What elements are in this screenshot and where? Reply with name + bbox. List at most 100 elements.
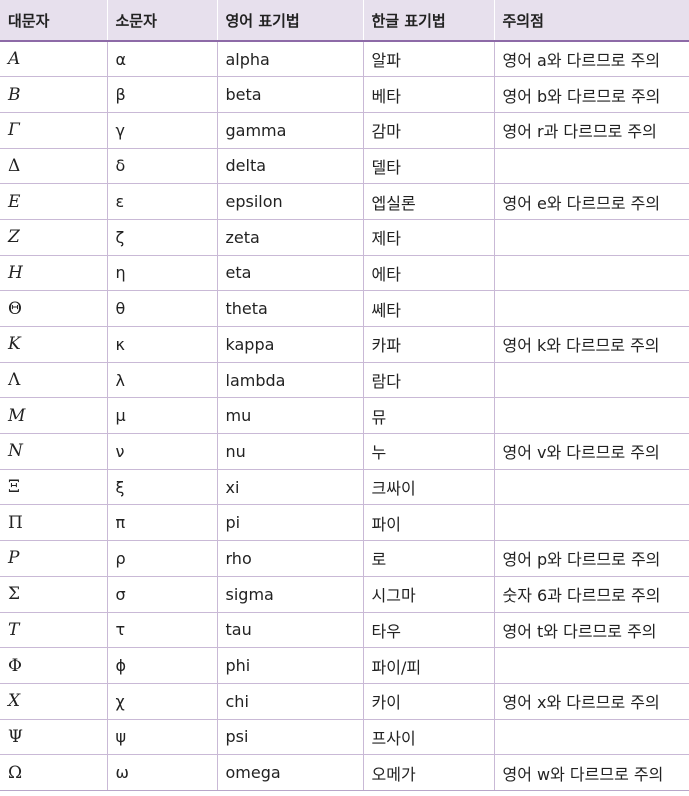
header-row: 대문자 소문자 영어 표기법 한글 표기법 주의점 [0,0,689,42]
note-cell: 영어 a와 다르므로 주의 [493,41,689,78]
korean-cell: 프사이 [362,719,494,756]
lowercase-cell: τ [106,612,217,649]
note-cell: 영어 t와 다르므로 주의 [493,612,689,649]
table-row: Ξ ξ xi 크싸이 [0,469,689,506]
english-cell: eta [216,255,363,292]
english-cell: xi [216,469,363,506]
table-row: Λ λ lambda 람다 [0,362,689,399]
lowercase-cell: ν [106,433,217,470]
uppercase-cell: N [0,433,107,470]
korean-cell: 델타 [362,148,494,185]
lowercase-cell: κ [106,326,217,363]
korean-cell: 에타 [362,255,494,292]
uppercase-cell: Λ [0,362,107,399]
table-row: N ν nu 누 영어 v와 다르므로 주의 [0,433,689,470]
table-row: Θ θ theta 쎄타 [0,290,689,327]
note-cell [493,397,689,435]
lowercase-cell: μ [106,397,217,435]
table-row: B β beta 베타 영어 b와 다르므로 주의 [0,76,689,113]
note-cell: 영어 k와 다르므로 주의 [493,326,689,363]
table-row: Π π pi 파이 [0,504,689,542]
lowercase-cell: ζ [106,219,217,256]
korean-cell: 타우 [362,612,494,649]
note-cell [493,719,689,756]
uppercase-cell: H [0,255,107,292]
note-cell [493,219,689,256]
note-cell: 영어 b와 다르므로 주의 [493,76,689,113]
table-row: T τ tau 타우 영어 t와 다르므로 주의 [0,612,689,649]
english-cell: rho [216,540,363,577]
table-row: Ψ ψ psi 프사이 [0,719,689,756]
korean-cell: 쎄타 [362,290,494,327]
note-cell [493,148,689,185]
note-cell: 숫자 6과 다르므로 주의 [493,576,689,613]
uppercase-cell: X [0,683,107,720]
header-english: 영어 표기법 [216,0,363,42]
lowercase-cell: η [106,255,217,292]
english-cell: alpha [216,41,363,78]
note-cell: 영어 w와 다르므로 주의 [493,754,689,791]
korean-cell: 카이 [362,683,494,720]
header-lowercase: 소문자 [106,0,217,42]
header-korean: 한글 표기법 [362,0,494,42]
lowercase-cell: σ [106,576,217,613]
uppercase-cell: P [0,540,107,577]
header-uppercase: 대문자 [0,0,107,42]
lowercase-cell: χ [106,683,217,720]
lowercase-cell: ρ [106,540,217,577]
uppercase-cell: Z [0,219,107,256]
lowercase-cell: β [106,76,217,113]
note-cell [493,362,689,399]
note-cell [493,290,689,327]
uppercase-cell: K [0,326,107,363]
uppercase-cell: Π [0,504,107,542]
english-cell: omega [216,754,363,791]
table-row: Δ δ delta 델타 [0,148,689,185]
table-row: Z ζ zeta 제타 [0,219,689,256]
note-cell [493,647,689,684]
table-row: P ρ rho 로 영어 p와 다르므로 주의 [0,540,689,577]
table-row: A α alpha 알파 영어 a와 다르므로 주의 [0,41,689,78]
uppercase-cell: Σ [0,576,107,613]
korean-cell: 크싸이 [362,469,494,506]
header-note: 주의점 [493,0,689,42]
korean-cell: 오메가 [362,754,494,791]
table-row: Φ ϕ phi 파이/피 [0,647,689,684]
english-cell: sigma [216,576,363,613]
uppercase-cell: M [0,397,107,435]
lowercase-cell: ξ [106,469,217,506]
table-row: H η eta 에타 [0,255,689,292]
uppercase-cell: Γ [0,112,107,149]
note-cell [493,469,689,506]
uppercase-cell: T [0,612,107,649]
english-cell: theta [216,290,363,327]
korean-cell: 파이 [362,504,494,542]
korean-cell: 알파 [362,41,494,78]
english-cell: zeta [216,219,363,256]
english-cell: nu [216,433,363,470]
uppercase-cell: Ψ [0,719,107,756]
note-cell: 영어 e와 다르므로 주의 [493,183,689,220]
lowercase-cell: ϕ [106,647,217,684]
table-row: Ω ω omega 오메가 영어 w와 다르므로 주의 [0,754,689,791]
table-row: E ε epsilon 엡실론 영어 e와 다르므로 주의 [0,183,689,220]
english-cell: tau [216,612,363,649]
english-cell: beta [216,76,363,113]
korean-cell: 뮤 [362,397,494,435]
lowercase-cell: λ [106,362,217,399]
uppercase-cell: Δ [0,148,107,185]
korean-cell: 카파 [362,326,494,363]
uppercase-cell: Θ [0,290,107,327]
english-cell: gamma [216,112,363,149]
lowercase-cell: δ [106,148,217,185]
english-cell: lambda [216,362,363,399]
english-cell: mu [216,397,363,435]
table-row: Γ γ gamma 감마 영어 r과 다르므로 주의 [0,112,689,149]
english-cell: pi [216,504,363,542]
uppercase-cell: Ξ [0,469,107,506]
lowercase-cell: θ [106,290,217,327]
korean-cell: 로 [362,540,494,577]
korean-cell: 제타 [362,219,494,256]
english-cell: psi [216,719,363,756]
